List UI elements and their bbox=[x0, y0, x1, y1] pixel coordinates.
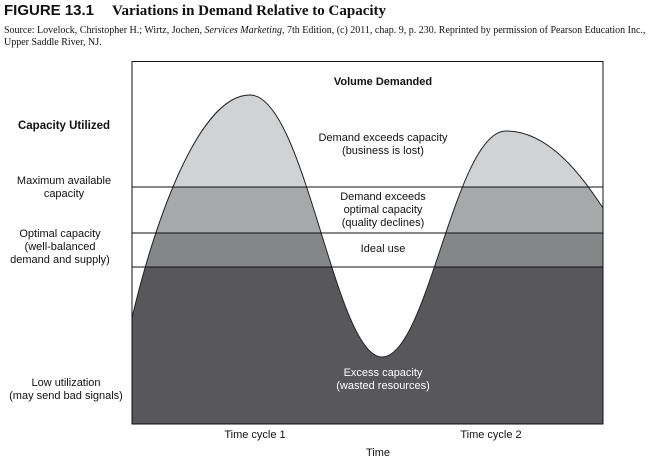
label-line: (quality declines) bbox=[341, 217, 425, 229]
label-line: Maximum available bbox=[16, 175, 112, 187]
figure-number: FIGURE 13.1 bbox=[4, 2, 95, 19]
label-line: (wasted resources) bbox=[336, 380, 430, 392]
zone-below-optimal bbox=[132, 267, 603, 424]
chart-frame bbox=[131, 61, 604, 425]
label-line: Demand exceeds bbox=[340, 191, 426, 203]
label-line: (may send bad signals) bbox=[9, 390, 123, 402]
label-line: (well-balanced bbox=[24, 241, 96, 253]
volume-demanded-heading: Volume Demanded bbox=[333, 76, 433, 88]
zone-label-excess: Excess capacity (wasted resources) bbox=[293, 367, 473, 393]
capacity-utilized-heading: Capacity Utilized bbox=[17, 120, 111, 132]
zone-label-lost: Demand exceeds capacity (business is los… bbox=[293, 132, 473, 158]
time-cycle-2-label: Time cycle 2 bbox=[460, 429, 522, 441]
label-max-capacity: Maximum available capacity bbox=[4, 175, 124, 201]
label-line: demand and supply) bbox=[10, 254, 110, 266]
zone-label-quality: Demand exceeds optimal capacity (quality… bbox=[303, 191, 463, 230]
zone-label-ideal: Ideal use bbox=[360, 243, 406, 255]
label-line: Excess capacity bbox=[343, 367, 423, 379]
time-axis-label: Time bbox=[365, 447, 391, 459]
label-line: capacity bbox=[43, 188, 85, 200]
figure-title-text: Variations in Demand Relative to Capacit… bbox=[112, 3, 387, 19]
label-line: Demand exceeds capacity bbox=[318, 132, 448, 144]
source-note: Source: Lovelock, Christopher H.; Wirtz,… bbox=[4, 25, 664, 49]
label-line: (business is lost) bbox=[342, 145, 424, 157]
label-line: optimal capacity bbox=[343, 204, 423, 216]
demand-curve bbox=[131, 94, 604, 358]
source-text: Source: Lovelock, Christopher H.; Wirtz,… bbox=[4, 25, 205, 36]
figure-title: FIGURE 13.1 Variations in Demand Relative… bbox=[4, 2, 386, 20]
source-text-rest: , 7th Edition, (c) 2011, chap. 9, p. 230… bbox=[4, 25, 646, 48]
label-low-utilization: Low utilization (may send bad signals) bbox=[0, 377, 132, 403]
label-line: Optimal capacity bbox=[19, 228, 101, 240]
label-line: Low utilization bbox=[31, 377, 101, 389]
source-book-title: Services Marketing bbox=[204, 25, 282, 36]
label-optimal-capacity: Optimal capacity (well-balanced demand a… bbox=[0, 228, 120, 267]
time-cycle-1-label: Time cycle 1 bbox=[224, 429, 286, 441]
